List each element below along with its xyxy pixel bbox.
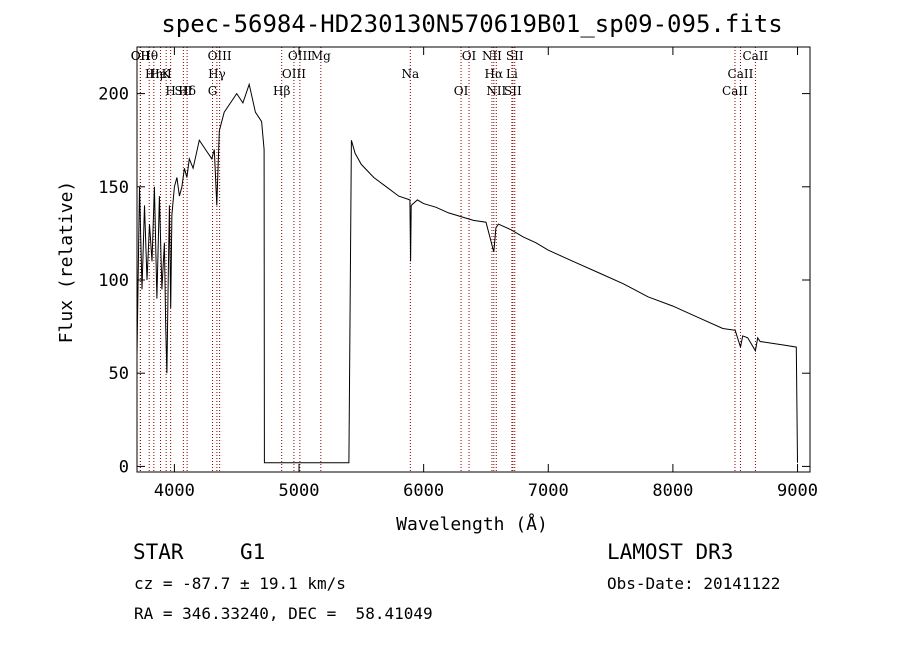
line-label-20: SII <box>504 84 522 98</box>
x-tick-label-5: 9000 <box>777 481 818 501</box>
line-label-11: G <box>208 84 218 98</box>
coordinates: RA = 346.33240, DEC = 58.41049 <box>134 604 433 623</box>
y-tick-label-3: 150 <box>98 178 129 198</box>
x-tick-label-3: 7000 <box>528 481 569 501</box>
line-label-10: Hγ <box>208 67 226 81</box>
line-label-7: Hη <box>145 67 163 81</box>
line-label-4: HeI <box>149 67 172 81</box>
chart-title: spec-56984-HD230130N570619B01_sp09-095.f… <box>161 10 782 38</box>
y-tick-label-1: 50 <box>109 364 129 384</box>
line-label-2: Hδ <box>178 84 196 98</box>
line-label-6: OII <box>131 49 151 63</box>
line-label-1: K <box>162 67 172 81</box>
x-tick-label-1: 5000 <box>279 481 320 501</box>
object-subclass: G1 <box>240 540 266 564</box>
line-label-27: CaII <box>742 49 768 63</box>
line-label-5: SII <box>175 84 193 98</box>
line-label-9: OIII <box>208 49 232 63</box>
line-label-17: OI <box>454 84 469 98</box>
line-label-8: H <box>165 84 175 98</box>
x-tick-label-4: 8000 <box>652 481 693 501</box>
object-class: STAR <box>133 540 184 564</box>
x-axis-label: Wavelength (Å) <box>396 513 548 535</box>
x-axis-ticks: 4000 5000 6000 7000 8000 9000 <box>154 47 818 501</box>
line-label-18: OI <box>462 49 477 63</box>
line-label-16: Na <box>401 67 419 81</box>
line-label-25: CaII <box>728 67 754 81</box>
line-label-15: Mg <box>311 49 331 63</box>
x-tick-label-2: 6000 <box>403 481 444 501</box>
line-label-19: Hα <box>485 67 504 81</box>
line-label-14: Hβ <box>273 84 290 98</box>
line-label-12: OIII <box>288 49 312 63</box>
line-label-24: SII <box>506 49 524 63</box>
y-axis-ticks: 0 50 100 150 200 <box>98 85 810 477</box>
spectral-line-markers <box>139 47 756 472</box>
line-label-23: NII <box>486 84 506 98</box>
line-label-3: OII <box>131 49 151 63</box>
line-label-26: CaII <box>722 84 748 98</box>
plot-frame <box>136 46 811 473</box>
line-label-21: NII <box>482 49 502 63</box>
survey-name: LAMOST DR3 <box>607 540 734 564</box>
spectrum-line <box>136 82 798 464</box>
y-tick-label-0: 0 <box>119 457 129 477</box>
observation-date: Obs-Date: 20141122 <box>607 574 781 593</box>
y-tick-label-4: 200 <box>98 85 129 105</box>
redshift-cz: cz = -87.7 ± 19.1 km/s <box>134 574 346 593</box>
y-axis-label: Flux (relative) <box>56 181 77 344</box>
line-label-13: OIII <box>282 67 306 81</box>
line-label-22: Li <box>506 67 518 81</box>
spectral-line-labels: HθKHδOIIHeISIIOIIHηHOIIIHγGOIIIOIIIHβMgN… <box>131 49 769 98</box>
y-tick-label-2: 100 <box>98 271 129 291</box>
x-tick-label-0: 4000 <box>154 481 195 501</box>
line-label-0: Hθ <box>140 49 158 63</box>
